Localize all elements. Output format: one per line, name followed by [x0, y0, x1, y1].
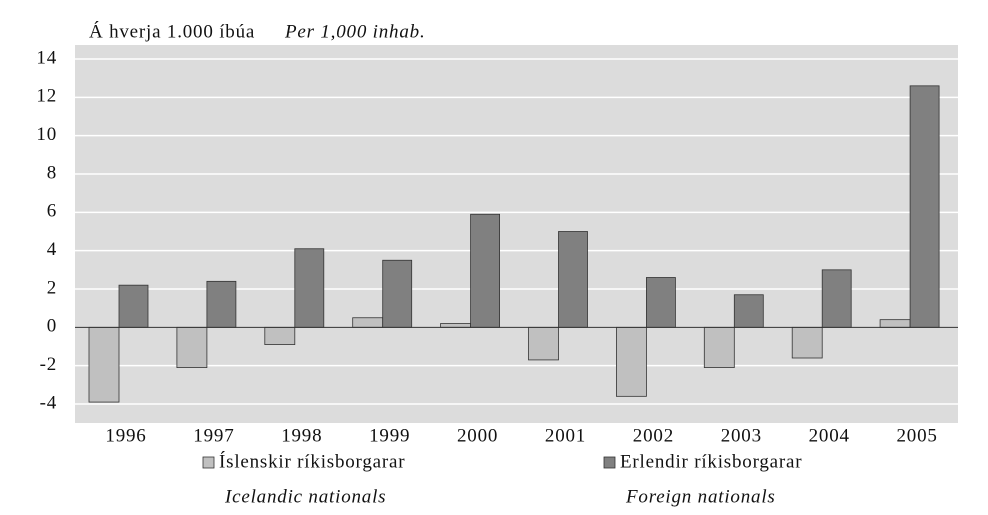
x-tick-label: 2002	[633, 425, 674, 446]
legend-label-en: Icelandic nationals	[224, 486, 386, 507]
bar	[88, 326, 120, 403]
chart-title-en: Per 1,000 inhab.	[284, 21, 426, 42]
legend-label-en: Foreign nationals	[625, 486, 776, 507]
bar	[264, 326, 296, 345]
y-tick-label: 12	[36, 86, 57, 107]
bar	[733, 294, 764, 328]
x-tick-label: 2004	[809, 425, 850, 446]
bar	[558, 231, 588, 328]
y-tick-label: -4	[40, 392, 57, 413]
bar	[382, 259, 413, 328]
x-tick-label: 1996	[105, 425, 146, 446]
legend-swatch	[202, 456, 215, 469]
y-tick-label: 10	[36, 124, 57, 145]
bar	[703, 326, 735, 368]
bar	[616, 326, 647, 397]
bar	[646, 277, 676, 328]
bar	[879, 319, 911, 328]
y-tick-label: 4	[47, 239, 57, 260]
y-tick-label: 6	[47, 201, 57, 222]
bar	[206, 280, 237, 328]
x-tick-label: 2001	[545, 425, 586, 446]
bar	[528, 326, 559, 361]
legend-label: Íslenskir ríkisborgarar	[219, 450, 405, 472]
bar	[470, 213, 501, 328]
x-tick-label: 1997	[193, 425, 234, 446]
plot-background	[75, 45, 958, 423]
bar	[821, 269, 852, 328]
x-tick-label: 1999	[369, 425, 410, 446]
bar	[440, 323, 472, 328]
x-tick-label: 1998	[281, 425, 322, 446]
y-tick-label: -2	[40, 354, 57, 375]
bar	[352, 317, 384, 328]
bar	[294, 248, 325, 328]
x-tick-label: 2000	[457, 425, 498, 446]
y-tick-label: 14	[36, 47, 57, 68]
bar	[118, 284, 149, 328]
bar	[909, 85, 940, 328]
chart-title: Á hverja 1.000 íbúa	[89, 20, 255, 42]
y-tick-label: 2	[47, 277, 57, 298]
bar	[176, 326, 208, 368]
y-tick-label: 8	[47, 162, 57, 183]
legend-swatch	[603, 456, 616, 469]
x-tick-label: 2003	[721, 425, 762, 446]
bar	[791, 326, 823, 359]
y-tick-label: 0	[47, 316, 57, 337]
x-tick-label: 2005	[896, 425, 937, 446]
legend-label: Erlendir ríkisborgarar	[620, 451, 802, 472]
